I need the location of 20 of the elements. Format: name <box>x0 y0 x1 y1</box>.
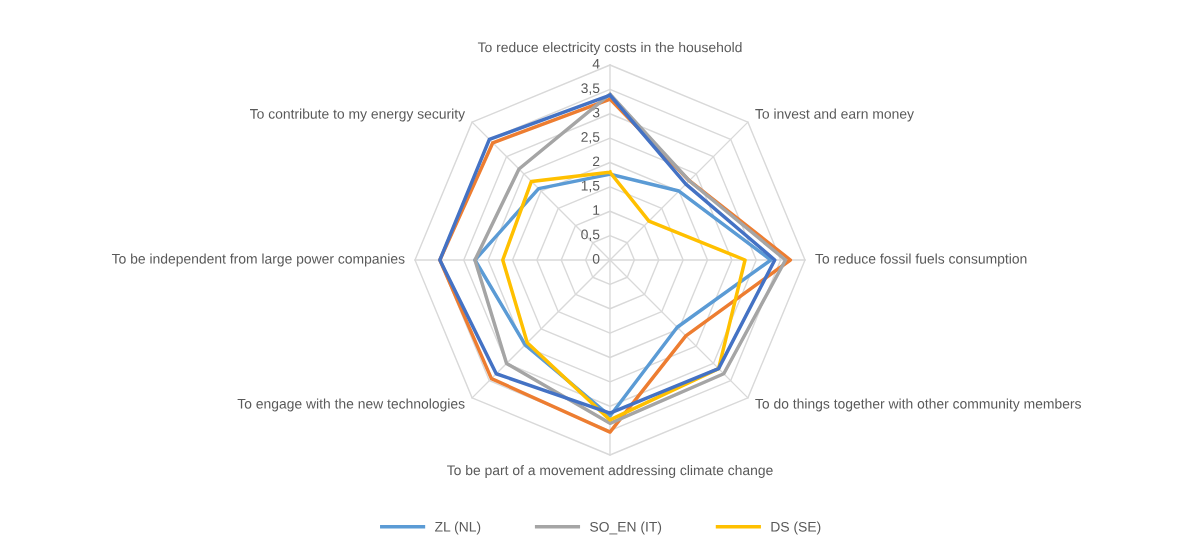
y-tick-label: 3,5 <box>581 83 600 95</box>
y-tick-label: 2 <box>592 156 600 167</box>
y-tick-label: 1,5 <box>581 180 600 193</box>
y-tick-label: 0,5 <box>581 229 600 241</box>
spoke-label: To reduce electricity costs in the household <box>477 42 742 55</box>
spoke-label: To reduce fossil fuels consumption <box>815 253 1027 267</box>
spoke-label: To be independent from large power companies <box>111 253 405 267</box>
spoke-label: To engage with the new technologies <box>237 398 465 412</box>
y-tick-label: 1 <box>593 205 600 215</box>
y-tick-label: 0 <box>592 253 600 264</box>
legend-label: ZL (NL) <box>434 521 481 535</box>
spoke-label: To do things together with other community members <box>755 398 1081 412</box>
y-tick-label: 2,5 <box>581 132 600 144</box>
y-tick-label: 3 <box>592 107 600 118</box>
spoke-label: To be part of a movement addressing climate change <box>447 465 773 478</box>
legend-label: SO_EN (IT) <box>590 521 662 535</box>
spoke-label: To invest and earn money <box>755 108 914 122</box>
y-tick-label: 4 <box>592 59 600 69</box>
spoke-label: To contribute to my energy security <box>250 108 466 122</box>
legend-label: DS (SE) <box>771 521 821 535</box>
